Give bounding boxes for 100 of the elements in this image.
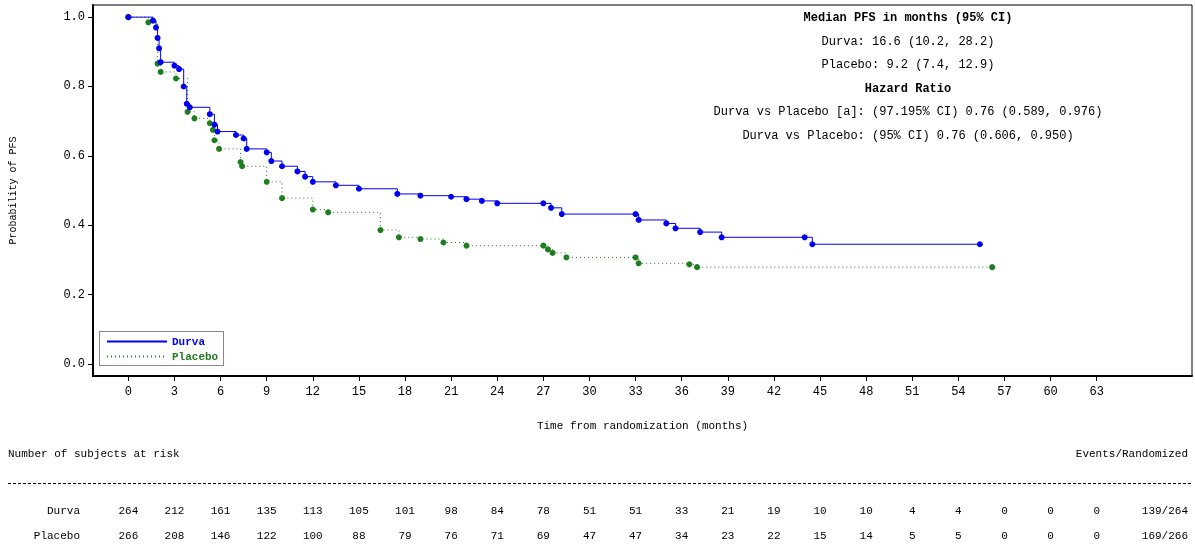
- point: [240, 135, 247, 142]
- point: [209, 126, 216, 133]
- y-axis-title: Probability of PFS: [7, 136, 19, 245]
- x-tick-label: 15: [351, 385, 367, 399]
- y-tick-label: 0.4: [63, 218, 85, 233]
- point: [417, 236, 424, 243]
- point: [206, 111, 213, 118]
- x-tick-label: 0: [124, 385, 132, 399]
- x-tick-label: 48: [858, 385, 874, 399]
- point: [302, 173, 309, 180]
- x-tick-label: 51: [905, 385, 920, 399]
- point: [377, 227, 384, 234]
- point: [635, 260, 642, 267]
- point: [632, 254, 639, 261]
- point: [672, 225, 679, 232]
- text: Placebo 266 208 146 122 100 88 79 76 71 69 47 47 34 23 22 15 14 5 5 0 0 0 169/266: [33, 530, 1188, 542]
- x-tick-label: 30: [582, 385, 597, 399]
- point: [558, 211, 565, 218]
- point: [239, 163, 246, 170]
- point: [157, 68, 164, 75]
- x-tick-label: 54: [951, 385, 966, 399]
- point: [809, 241, 816, 248]
- y-tick-label: 0.8: [63, 79, 85, 94]
- point: [309, 178, 316, 185]
- point: [191, 115, 198, 122]
- point: [268, 158, 275, 165]
- text: Placebo: [172, 350, 219, 363]
- point: [632, 211, 639, 218]
- x-tick-label: 42: [766, 385, 782, 399]
- point: [279, 163, 286, 170]
- point: [154, 34, 161, 41]
- x-tick-label: 12: [305, 385, 320, 399]
- point: [171, 62, 178, 69]
- point: [540, 200, 547, 207]
- x-tick-label: 27: [536, 385, 551, 399]
- x-tick-label: 21: [443, 385, 459, 399]
- point: [686, 261, 693, 268]
- annotation: Hazard Ratio: [864, 81, 952, 96]
- point: [395, 234, 402, 241]
- point: [989, 264, 996, 271]
- point: [211, 137, 218, 144]
- x-tick-label: 24: [490, 385, 505, 399]
- text: Number of subjects at risk: [8, 448, 181, 460]
- x-tick-label: 6: [216, 385, 225, 399]
- x-tick-label: 63: [1089, 385, 1104, 399]
- annotation: Durva vs Placebo: (95% CI) 0.76 (0.606, 0.950): [742, 128, 1074, 143]
- point: [563, 254, 570, 261]
- point: [176, 66, 183, 73]
- point: [332, 182, 339, 189]
- y-tick-label: 0.2: [63, 287, 85, 302]
- x-tick-label: 39: [720, 385, 736, 399]
- point: [663, 220, 670, 227]
- point: [694, 264, 701, 271]
- point: [801, 234, 808, 241]
- annotation: Durva: 16.6 (10.2, 28.2): [821, 34, 995, 49]
- x-tick-label: 18: [397, 385, 413, 399]
- x-tick-label: 45: [812, 385, 828, 399]
- point: [494, 200, 501, 207]
- point: [263, 178, 270, 185]
- point: [417, 192, 424, 199]
- point: [635, 216, 642, 223]
- point: [214, 128, 221, 135]
- point: [263, 149, 270, 156]
- x-tick-label: 57: [997, 385, 1012, 399]
- point: [394, 190, 401, 197]
- x-tick-label: 60: [1043, 385, 1058, 399]
- point: [548, 204, 555, 211]
- point: [156, 45, 163, 52]
- x-tick-label: 33: [628, 385, 643, 399]
- point: [440, 239, 447, 246]
- text: Events/Randomized: [1075, 448, 1188, 460]
- point: [540, 242, 547, 249]
- point: [294, 168, 301, 175]
- point: [153, 24, 160, 31]
- y-tick-label: 0.0: [63, 356, 85, 371]
- point: [186, 104, 193, 111]
- text: Durva: [172, 335, 206, 348]
- point: [325, 209, 332, 216]
- point: [355, 185, 362, 192]
- point: [463, 196, 470, 203]
- point: [149, 17, 156, 24]
- y-tick-label: 0.6: [63, 148, 85, 163]
- annotation: Placebo: 9.2 (7.4, 12.9): [821, 58, 995, 72]
- x-tick-label: 3: [170, 385, 179, 399]
- point: [243, 145, 250, 152]
- point: [976, 241, 983, 248]
- point: [697, 229, 704, 236]
- x-tick-label: 36: [674, 385, 689, 399]
- y-tick-label: 1.0: [63, 10, 85, 25]
- annotation: Median PFS in months (95% CI): [803, 11, 1013, 25]
- point: [549, 249, 556, 256]
- point: [544, 246, 551, 253]
- point: [309, 206, 316, 213]
- x-tick-label: 9: [263, 385, 271, 399]
- point: [211, 121, 218, 128]
- point: [173, 75, 179, 82]
- point: [448, 193, 455, 200]
- point: [478, 197, 485, 204]
- annotation: Durva vs Placebo [a]: (97.195% CI) 0.76 (0.589, 0.976): [713, 105, 1103, 119]
- point: [718, 234, 725, 241]
